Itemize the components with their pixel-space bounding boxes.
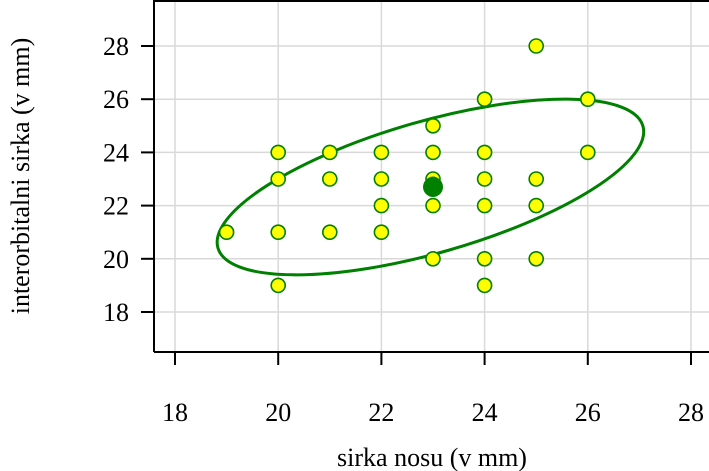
x-axis-title: sirka nosu (v mm) [337, 443, 527, 471]
data-point [476, 197, 493, 214]
data-point [528, 38, 545, 54]
data-point [270, 277, 287, 294]
data-point [425, 197, 441, 214]
data-point [476, 144, 493, 161]
x-axis-ticks: 18 20 22 24 26 28 [162, 352, 704, 427]
y-tick-label: 18 [103, 298, 129, 327]
data-point [373, 144, 390, 161]
data-point [528, 250, 545, 267]
data-point [476, 277, 493, 294]
y-axis-ticks: 18 20 22 24 26 28 [103, 32, 154, 327]
data-point [321, 224, 338, 240]
data-point [528, 171, 545, 187]
data-point [476, 91, 493, 107]
data-point [373, 171, 390, 187]
y-tick-label: 24 [103, 138, 129, 167]
data-point [373, 224, 390, 240]
data-point [579, 91, 596, 107]
data-point [321, 171, 338, 187]
data-point [270, 171, 287, 187]
y-tick-label: 22 [103, 192, 129, 221]
data-point [476, 171, 493, 187]
y-tick-label: 26 [103, 85, 129, 114]
y-tick-label: 28 [103, 32, 129, 61]
data-point [528, 197, 545, 214]
centroid-point [423, 176, 443, 197]
data-point [270, 224, 287, 240]
data-point [425, 144, 441, 161]
y-axis-title: interorbitalni sirka (v mm) [6, 38, 35, 315]
data-points [218, 38, 596, 294]
x-tick-label: 24 [472, 398, 498, 427]
x-tick-label: 20 [265, 398, 291, 427]
y-tick-label: 20 [103, 245, 129, 274]
x-tick-label: 18 [162, 398, 188, 427]
data-point [425, 118, 441, 134]
centroid-layer [423, 176, 443, 197]
data-point [373, 197, 390, 214]
data-point [579, 144, 596, 161]
data-point [425, 250, 441, 267]
data-point [218, 224, 235, 240]
x-tick-label: 26 [575, 398, 601, 427]
x-tick-label: 28 [678, 398, 704, 427]
data-point [270, 144, 287, 161]
confidence-ellipse [215, 97, 646, 277]
data-point [476, 250, 493, 267]
x-tick-label: 22 [368, 398, 394, 427]
data-point [321, 144, 338, 161]
confidence-ellipse-layer [215, 97, 646, 277]
